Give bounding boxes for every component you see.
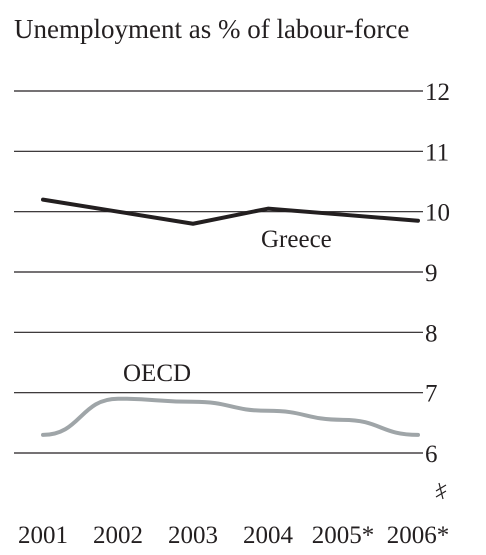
axis-break-icon bbox=[435, 482, 447, 500]
series-label-oecd: OECD bbox=[123, 360, 191, 387]
y-tick-label: 12 bbox=[425, 79, 450, 106]
x-tick-label: 2004 bbox=[243, 522, 294, 549]
y-tick-label: 9 bbox=[425, 260, 438, 287]
y-tick-label: 11 bbox=[425, 139, 449, 166]
x-tick-label: 2001 bbox=[18, 522, 68, 549]
x-tick-label: 2006* bbox=[387, 522, 450, 549]
chart-title: Unemployment as % of labour-force bbox=[14, 14, 409, 44]
series-label-greece: Greece bbox=[261, 226, 332, 253]
y-tick-label: 7 bbox=[425, 381, 438, 408]
x-tick-label: 2003 bbox=[168, 522, 218, 549]
y-tick-label: 10 bbox=[425, 200, 450, 227]
x-tick-label: 2002 bbox=[93, 522, 143, 549]
series-lines bbox=[41, 197, 420, 437]
series-line-oecd bbox=[41, 396, 420, 437]
y-tick-label: 6 bbox=[425, 441, 438, 468]
x-tick-label: 2005* bbox=[312, 522, 375, 549]
y-tick-label: 8 bbox=[425, 320, 438, 347]
gridlines bbox=[14, 90, 423, 454]
labels: 12 11 10 9 8 7 6 2001 2002 2003 2004 2005* 2006* Gree… bbox=[18, 79, 450, 549]
series-line-greece bbox=[41, 197, 420, 226]
